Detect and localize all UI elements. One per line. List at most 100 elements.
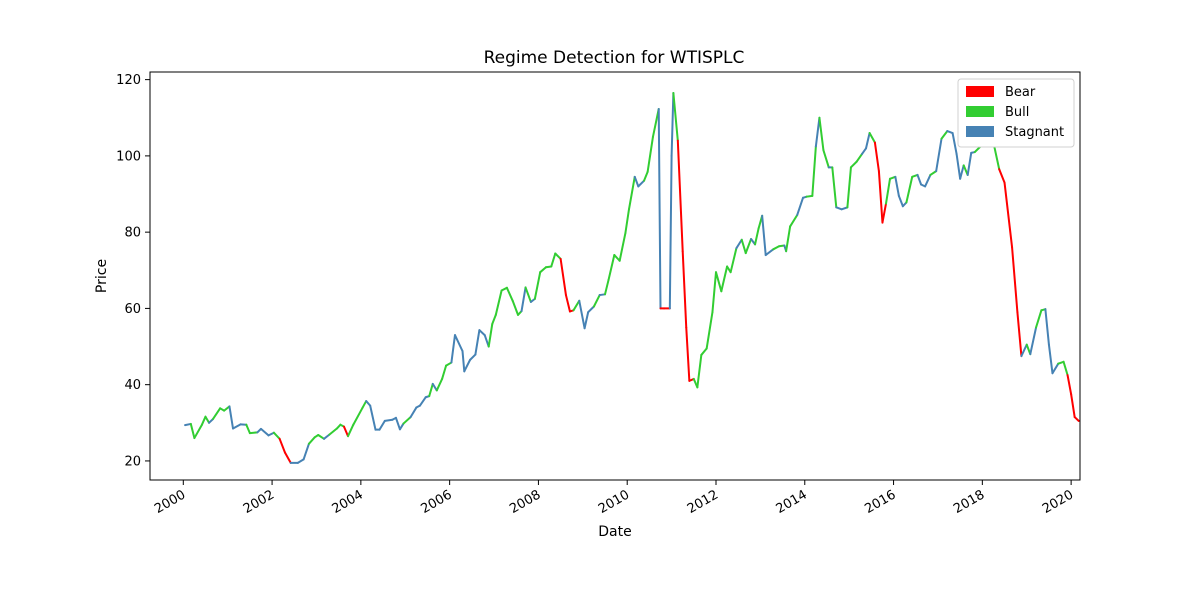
price-segment-bull — [428, 382, 434, 398]
price-segment-bull — [491, 313, 497, 326]
price-segment-stagnant — [394, 416, 401, 431]
price-segment-stagnant — [814, 116, 821, 148]
price-segment-stagnant — [1029, 326, 1038, 356]
price-segment-stagnant — [463, 358, 472, 373]
price-segment-bear — [998, 168, 1006, 184]
price-segment-bear — [1003, 181, 1014, 249]
price-segment-bull — [524, 286, 532, 303]
price-segment-stagnant — [670, 91, 675, 157]
price-segment-bull — [272, 431, 281, 440]
price-segment-stagnant — [840, 206, 849, 211]
price-segment-stagnant — [587, 305, 595, 314]
price-segment-bull — [720, 265, 729, 293]
price-segment-bear — [676, 139, 684, 253]
y-tick-label: 60 — [124, 302, 141, 317]
price-segment-bull — [705, 311, 714, 350]
price-segment-bull — [511, 299, 520, 316]
price-segment-bull — [572, 299, 581, 312]
price-segment-bull — [604, 278, 610, 296]
price-segment-stagnant — [916, 173, 923, 186]
price-segment-bull — [361, 400, 368, 409]
price-segment-bull — [624, 208, 630, 234]
price-segment-bull — [592, 294, 601, 308]
price-segment-bull — [646, 135, 654, 173]
price-segment-bull — [846, 166, 852, 209]
price-segment-stagnant — [369, 404, 377, 431]
price-segment-bull — [905, 175, 914, 204]
price-segment-stagnant — [383, 418, 394, 422]
price-segment-stagnant — [1051, 362, 1060, 375]
price-segment-bull — [700, 347, 708, 356]
price-segment-stagnant — [398, 422, 405, 431]
price-segment-stagnant — [578, 299, 586, 330]
price-segment-stagnant — [1020, 343, 1028, 358]
price-segment-bear — [685, 326, 691, 382]
price-segment-bull — [811, 145, 817, 197]
price-segment-bull — [550, 252, 557, 268]
price-segment-stagnant — [583, 311, 590, 330]
price-segment-bear — [1070, 393, 1076, 419]
price-segment-bear — [873, 141, 880, 173]
price-segment-stagnant — [959, 164, 965, 180]
y-tick-label: 80 — [124, 226, 141, 241]
price-segment-bull — [868, 132, 876, 144]
price-segment-stagnant — [478, 329, 486, 337]
price-segment-bull — [714, 271, 723, 293]
price-segment-stagnant — [1047, 343, 1054, 375]
price-segment-stagnant — [431, 382, 438, 392]
price-segment-stagnant — [228, 405, 235, 430]
y-axis-label: Price — [94, 259, 110, 293]
price-segment-bull — [204, 415, 211, 424]
price-segment-bull — [754, 227, 760, 246]
legend-label-stagnant: Stagnant — [1005, 125, 1064, 140]
price-segment-stagnant — [453, 334, 464, 353]
price-segment-bull — [849, 160, 858, 169]
price-segment-stagnant — [409, 406, 418, 419]
price-segment-stagnant — [761, 214, 767, 257]
price-segment-bull — [505, 286, 514, 302]
price-segment-stagnant — [894, 175, 900, 197]
price-segment-bull — [212, 407, 222, 420]
price-segment-bull — [346, 423, 355, 438]
price-segment-bull — [740, 238, 747, 255]
legend-label-bull: Bull — [1005, 105, 1029, 120]
plot-frame — [149, 71, 1081, 481]
price-segment-bull — [248, 431, 259, 435]
price-segment-stagnant — [668, 154, 673, 310]
price-segment-bull — [435, 377, 444, 392]
price-segment-bull — [445, 361, 453, 367]
price-segment-bull — [729, 247, 738, 274]
price-segment-bull — [328, 427, 338, 436]
price-segment-stagnant — [865, 132, 871, 150]
price-segment-stagnant — [735, 238, 743, 250]
price-segment-bear — [1073, 416, 1080, 422]
price-segment-bull — [885, 177, 892, 205]
price-segment-bull — [929, 170, 938, 176]
price-segment-bear — [564, 294, 571, 313]
price-segment-bull — [539, 266, 547, 274]
x-axis-label: Date — [598, 524, 631, 540]
price-segment-bull — [352, 406, 364, 426]
price-segment-stagnant — [323, 433, 331, 440]
price-segment-stagnant — [935, 137, 943, 173]
price-segment-bear — [1066, 374, 1073, 396]
price-segment-stagnant — [657, 107, 662, 310]
price-segment-bull — [533, 271, 542, 300]
price-segment-stagnant — [861, 147, 868, 155]
legend-swatch-bull — [966, 106, 994, 117]
price-segment-bull — [307, 436, 316, 445]
price-segment-stagnant — [365, 400, 372, 407]
chart-title: Regime Detection for WTISPLC — [484, 48, 745, 68]
price-segment-bull — [441, 364, 448, 380]
price-segment-stagnant — [796, 196, 804, 216]
price-segment-bull — [1062, 360, 1069, 377]
price-segment-stagnant — [633, 175, 640, 188]
price-segment-bull — [317, 434, 326, 440]
price-segment-bull — [189, 422, 196, 440]
price-segment-bull — [855, 152, 864, 163]
price-segment-stagnant — [637, 179, 646, 188]
price-segment-bear — [681, 250, 688, 329]
price-segment-stagnant — [461, 350, 466, 373]
price-segment-bear — [559, 257, 567, 297]
price-segment-stagnant — [469, 353, 477, 361]
